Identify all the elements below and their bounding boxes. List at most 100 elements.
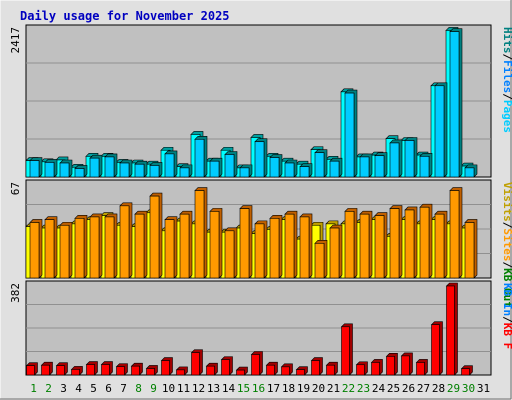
bar (176, 369, 185, 376)
bar (44, 219, 55, 279)
panel-kbin-kbf: 382 KB In/KB F (9, 280, 512, 376)
bar (281, 366, 290, 376)
bar (239, 208, 250, 279)
bar (356, 364, 365, 376)
x-tick-label: 15 (237, 382, 250, 395)
bar (236, 369, 245, 376)
x-tick-label: 11 (177, 382, 190, 395)
bar (389, 142, 400, 178)
bar (194, 190, 205, 279)
legend-entry: Hits (501, 27, 512, 54)
y-max-label: 67 (9, 182, 22, 195)
x-tick-label: 14 (222, 382, 236, 395)
bar (134, 163, 145, 178)
bar (404, 209, 415, 279)
bar (164, 219, 175, 279)
bar (344, 92, 355, 178)
bar (326, 364, 335, 376)
x-tick-label: 17 (267, 382, 280, 395)
x-tick-label: 10 (162, 382, 175, 395)
bar (299, 216, 310, 279)
x-tick-label: 31 (477, 382, 490, 395)
bar (446, 285, 455, 376)
bar (284, 162, 295, 178)
bar (239, 167, 250, 178)
bar (206, 365, 215, 376)
bar (299, 166, 310, 178)
bar (461, 368, 470, 376)
x-tick-label: 2 (45, 382, 52, 395)
bar (296, 369, 305, 376)
bar (71, 369, 80, 376)
bar (191, 352, 200, 376)
legend-hits-files-pages: Hits/Files/Pages (501, 27, 512, 133)
x-tick-label: 13 (207, 382, 220, 395)
series-sites (29, 187, 478, 279)
bar (329, 160, 340, 178)
x-tick-label: 6 (105, 382, 112, 395)
x-tick-label: 24 (372, 382, 386, 395)
bar (104, 216, 115, 279)
bar (344, 211, 355, 279)
x-tick-label: 3 (60, 382, 67, 395)
bar (44, 162, 55, 178)
bar (266, 364, 275, 376)
legend-entry: Sites (501, 228, 512, 261)
bar (59, 162, 70, 178)
bar (104, 156, 115, 178)
bar (221, 359, 230, 376)
legend-entry: / (501, 262, 512, 269)
x-tick-label: 20 (312, 382, 325, 395)
bar (374, 215, 385, 279)
series-pages (29, 28, 478, 178)
x-tick-label: 18 (282, 382, 295, 395)
legend-entry: / (501, 93, 512, 100)
legend-entry: KB In (501, 283, 512, 316)
bar (386, 356, 395, 376)
y-max-label: 2417 (9, 27, 22, 54)
bar (329, 227, 340, 279)
x-tick-label: 1 (30, 382, 37, 395)
panel-hits-files-pages: 2417 Hits/Files/Pages (9, 24, 512, 178)
series-kb-f (25, 282, 473, 376)
bar (209, 211, 220, 279)
legend-entry: / (501, 54, 512, 61)
bar (179, 167, 190, 178)
bar (416, 362, 425, 376)
bar (194, 138, 205, 178)
bar (419, 206, 430, 279)
bar (464, 167, 475, 178)
bar (59, 224, 70, 279)
bar (314, 242, 325, 279)
x-tick-label: 29 (447, 382, 460, 395)
bar (434, 213, 445, 279)
x-tick-label: 8 (135, 382, 142, 395)
bar (74, 168, 85, 178)
bar (224, 230, 235, 279)
bar (311, 360, 320, 376)
legend-entry: Visits (501, 182, 512, 222)
bar (464, 222, 475, 279)
bar (119, 205, 130, 279)
bar (161, 360, 170, 376)
bar (149, 195, 160, 279)
bar (74, 218, 85, 279)
x-tick-label: 12 (192, 382, 205, 395)
bar (116, 366, 125, 376)
bar (209, 160, 220, 178)
x-tick-label: 26 (402, 382, 415, 395)
bar (89, 216, 100, 279)
x-tick-label: 30 (462, 382, 475, 395)
bar (251, 354, 260, 376)
bar (269, 157, 280, 178)
bar (404, 140, 415, 178)
legend-entry: / (501, 316, 512, 323)
bar (389, 208, 400, 279)
bar (254, 141, 265, 178)
x-tick-label: 22 (342, 382, 355, 395)
bar (164, 153, 175, 178)
bar (401, 355, 410, 376)
bar (341, 326, 350, 376)
